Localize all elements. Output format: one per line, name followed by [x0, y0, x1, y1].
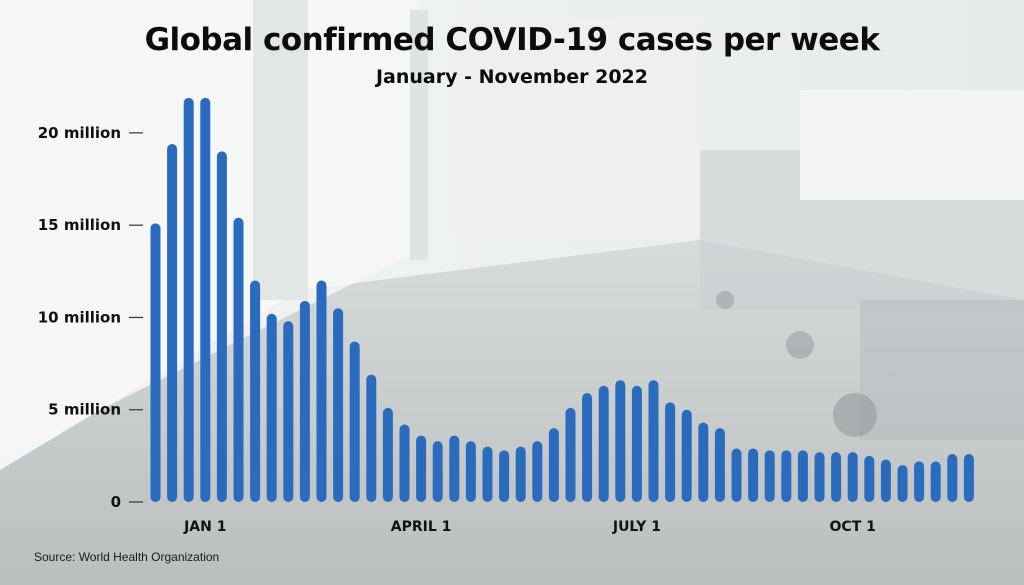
- chart-title: Global confirmed COVID-19 cases per week: [144, 22, 880, 58]
- bar: [565, 407, 576, 502]
- bar: [200, 97, 211, 502]
- bar: [233, 217, 244, 503]
- bar: [532, 441, 543, 502]
- bar: [349, 341, 360, 502]
- bar: [548, 428, 559, 502]
- bar: [582, 393, 593, 502]
- bar: [183, 97, 194, 502]
- bar: [864, 455, 875, 502]
- bar: [963, 454, 974, 502]
- x-axis: JAN 1 APRIL 1 JULY 1 OCT 1: [183, 519, 876, 535]
- y-tick-label: 15 million: [38, 216, 121, 234]
- bar: [316, 280, 327, 502]
- x-tick-label: OCT 1: [830, 519, 876, 535]
- bar: [847, 452, 858, 502]
- bar: [449, 435, 460, 502]
- bar: [416, 435, 427, 502]
- bar: [797, 450, 808, 502]
- bar: [432, 441, 443, 502]
- bar: [465, 441, 476, 502]
- bar: [748, 448, 759, 502]
- bar: [299, 300, 310, 502]
- bar: [399, 424, 410, 502]
- source-note: Source: World Health Organization: [34, 550, 220, 564]
- bar: [615, 380, 626, 502]
- bar: [698, 422, 709, 502]
- bar: [897, 465, 908, 502]
- bar: [914, 461, 925, 502]
- bar: [781, 450, 792, 502]
- bar: [216, 151, 227, 502]
- bar: [648, 380, 659, 502]
- bar: [266, 313, 277, 502]
- bar: [333, 308, 344, 502]
- bar: [366, 374, 377, 502]
- bar: [250, 280, 261, 502]
- bar: [499, 450, 510, 502]
- y-axis: 0 5 million 10 million 15 million 20 million: [38, 124, 143, 511]
- y-tick-label: 5 million: [48, 401, 121, 419]
- bar: [167, 143, 178, 502]
- x-tick-label: JULY 1: [612, 519, 661, 535]
- bar: [731, 448, 742, 502]
- bar: [714, 428, 725, 502]
- y-tick-label: 10 million: [38, 308, 121, 326]
- bar: [764, 450, 775, 502]
- bar: [665, 402, 676, 502]
- bar: [382, 407, 393, 502]
- bar: [814, 452, 825, 502]
- bar: [831, 452, 842, 502]
- bar: [150, 223, 161, 502]
- bar: [598, 385, 609, 502]
- y-tick-label: 20 million: [38, 124, 121, 142]
- bar-series: [150, 97, 974, 503]
- bar: [681, 409, 692, 502]
- bar: [631, 385, 642, 502]
- bar: [880, 459, 891, 502]
- chart-subtitle: January - November 2022: [375, 66, 648, 88]
- y-tick-label: 0: [111, 493, 121, 511]
- bar: [482, 446, 493, 502]
- bar: [515, 446, 526, 502]
- bar: [283, 321, 294, 502]
- x-tick-label: JAN 1: [183, 519, 226, 535]
- x-tick-label: APRIL 1: [391, 519, 452, 535]
- bar: [930, 461, 941, 502]
- bar: [947, 454, 958, 502]
